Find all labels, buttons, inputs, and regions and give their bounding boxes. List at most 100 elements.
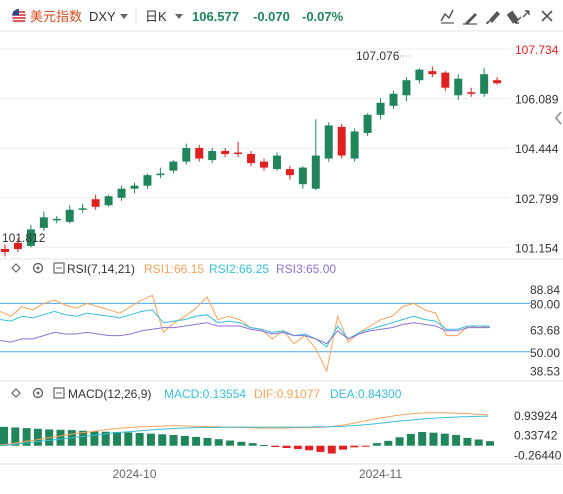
- macd-collapse-icon[interactable]: [11, 388, 21, 398]
- macd-bar: [486, 441, 494, 446]
- candle: [454, 74, 463, 100]
- brush-icon[interactable]: [486, 11, 500, 24]
- macd-tick-label: 0.33742: [514, 429, 558, 443]
- macd-bar: [33, 428, 42, 446]
- period-selector[interactable]: 日K: [145, 9, 167, 24]
- candle: [389, 90, 398, 109]
- x-tick-label: 2024-11: [359, 467, 402, 481]
- grid-lines: [0, 48, 510, 248]
- candle: [91, 194, 100, 210]
- chart-header: 美元指数 DXY 日K 106.577 -0.070 -0.07%: [11, 8, 553, 25]
- candle: [363, 113, 372, 136]
- x-tick-label: 2024-10: [112, 467, 156, 481]
- candle: [480, 68, 489, 97]
- candle: [234, 141, 243, 158]
- candle: [311, 119, 320, 191]
- scroll-left-icon[interactable]: [555, 111, 562, 125]
- macd-bar: [0, 426, 8, 446]
- macd-gear-icon[interactable]: [32, 387, 44, 399]
- candle: [415, 68, 424, 84]
- macd-bar: [90, 431, 99, 446]
- high-annotation: 107.076: [356, 49, 400, 63]
- indicator-icon[interactable]: [463, 13, 477, 25]
- rsi-tick-label: 88.84: [530, 283, 560, 297]
- macd-bar: [293, 445, 302, 449]
- macd-line-dea: [0, 415, 489, 447]
- rsi-tick-label: 80.00: [530, 297, 560, 311]
- candle: [130, 182, 139, 194]
- price-tick-label: 102.799: [515, 192, 559, 206]
- rsi1-value: RSI1:66.15: [144, 262, 204, 276]
- candle: [117, 185, 126, 201]
- macd-bar: [418, 432, 427, 446]
- candle: [65, 205, 74, 224]
- candle: [221, 148, 230, 158]
- period-chevron-icon[interactable]: [175, 14, 183, 19]
- candle: [441, 71, 450, 91]
- candle: [285, 166, 294, 180]
- rsi-line-rsi1: [0, 294, 491, 373]
- candle: [208, 148, 217, 164]
- candle: [324, 122, 333, 162]
- macd-bar: [474, 439, 483, 446]
- symbol-selector[interactable]: DXY: [89, 9, 116, 24]
- price-tick-label: 106.089: [515, 93, 559, 107]
- close-icon[interactable]: [541, 10, 553, 22]
- last-price: 106.577: [192, 9, 239, 24]
- chevron-down-icon[interactable]: [120, 14, 128, 19]
- index-name[interactable]: 美元指数: [30, 9, 82, 24]
- candle: [26, 224, 35, 248]
- macd-bar: [406, 433, 415, 446]
- macd-bar: [169, 434, 178, 446]
- price-change-pct: -0.07%: [302, 9, 344, 24]
- macd-settings-box-icon[interactable]: [53, 387, 65, 399]
- rsi-series: [0, 294, 491, 373]
- macd-bar: [316, 445, 325, 452]
- candle: [247, 151, 256, 167]
- candle: [39, 211, 48, 231]
- macd-bar: [305, 445, 314, 451]
- candle: [402, 77, 411, 102]
- price-tick-label: 101.154: [515, 241, 559, 255]
- macd-histogram: [0, 426, 494, 454]
- candle: [493, 77, 502, 85]
- draw-line-icon[interactable]: [439, 9, 455, 25]
- candle: [13, 238, 22, 252]
- rsi-tick-label: 38.53: [530, 364, 560, 378]
- low-annotation: 101.812: [2, 231, 46, 245]
- macd-legend: MACD(12,26,9) MACD:0.13554 DIF:0.91077 D…: [11, 387, 402, 401]
- rsi2-value: RSI2:66.25: [209, 262, 269, 276]
- candle: [428, 66, 437, 78]
- candle: [52, 215, 61, 224]
- macd-bar: [11, 427, 20, 446]
- price-change: -0.070: [253, 9, 290, 24]
- macd-bar: [259, 445, 268, 447]
- candle: [350, 128, 359, 162]
- macd-bar: [452, 434, 461, 446]
- macd-bar: [339, 445, 348, 450]
- macd-bar: [158, 434, 167, 446]
- candle: [169, 160, 178, 174]
- settings-box-icon[interactable]: [53, 262, 65, 274]
- macd-line-dif: [0, 412, 489, 446]
- macd-bar: [372, 443, 381, 446]
- macd-bar: [384, 440, 393, 446]
- candle: [182, 143, 191, 165]
- macd-series: [0, 412, 489, 447]
- price-axis: 107.734 106.089 104.444 102.799 101.154: [515, 43, 559, 255]
- gear-icon[interactable]: [32, 262, 44, 274]
- candle: [376, 98, 385, 120]
- price-tick-label: 107.734: [515, 43, 559, 57]
- macd-bar: [361, 445, 370, 447]
- candle: [260, 158, 268, 171]
- macd-bar: [192, 436, 201, 446]
- eraser-icon[interactable]: [506, 10, 519, 24]
- us-flag-icon[interactable]: [11, 8, 27, 24]
- expand-icon[interactable]: [514, 10, 530, 24]
- candle: [143, 173, 152, 189]
- macd-bar: [135, 433, 144, 446]
- candle: [467, 87, 476, 97]
- candle: [156, 167, 165, 179]
- collapse-icon[interactable]: [11, 263, 21, 273]
